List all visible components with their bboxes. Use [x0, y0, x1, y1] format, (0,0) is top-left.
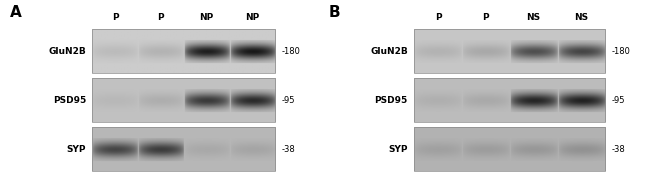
Text: SYP: SYP: [388, 145, 408, 154]
Text: B: B: [328, 5, 340, 20]
Text: NS: NS: [575, 13, 588, 22]
Bar: [92, 29, 276, 73]
Bar: [414, 127, 605, 171]
Text: PSD95: PSD95: [53, 96, 86, 105]
Text: -95: -95: [612, 96, 625, 105]
Text: NP: NP: [245, 13, 259, 22]
Text: P: P: [112, 13, 118, 22]
Bar: [92, 78, 276, 122]
Text: -180: -180: [281, 47, 300, 56]
Text: NP: NP: [200, 13, 214, 22]
Text: -38: -38: [612, 145, 625, 154]
Text: PSD95: PSD95: [374, 96, 408, 105]
Bar: [414, 29, 605, 73]
Text: P: P: [482, 13, 489, 22]
Bar: [414, 78, 605, 122]
Text: -180: -180: [612, 47, 630, 56]
Text: P: P: [157, 13, 164, 22]
Text: P: P: [435, 13, 441, 22]
Text: -38: -38: [281, 145, 295, 154]
Text: GluN2B: GluN2B: [370, 47, 408, 56]
Text: GluN2B: GluN2B: [48, 47, 86, 56]
Text: -95: -95: [281, 96, 295, 105]
Text: NS: NS: [526, 13, 541, 22]
Text: SYP: SYP: [66, 145, 86, 154]
Bar: [92, 127, 276, 171]
Text: A: A: [10, 5, 21, 20]
